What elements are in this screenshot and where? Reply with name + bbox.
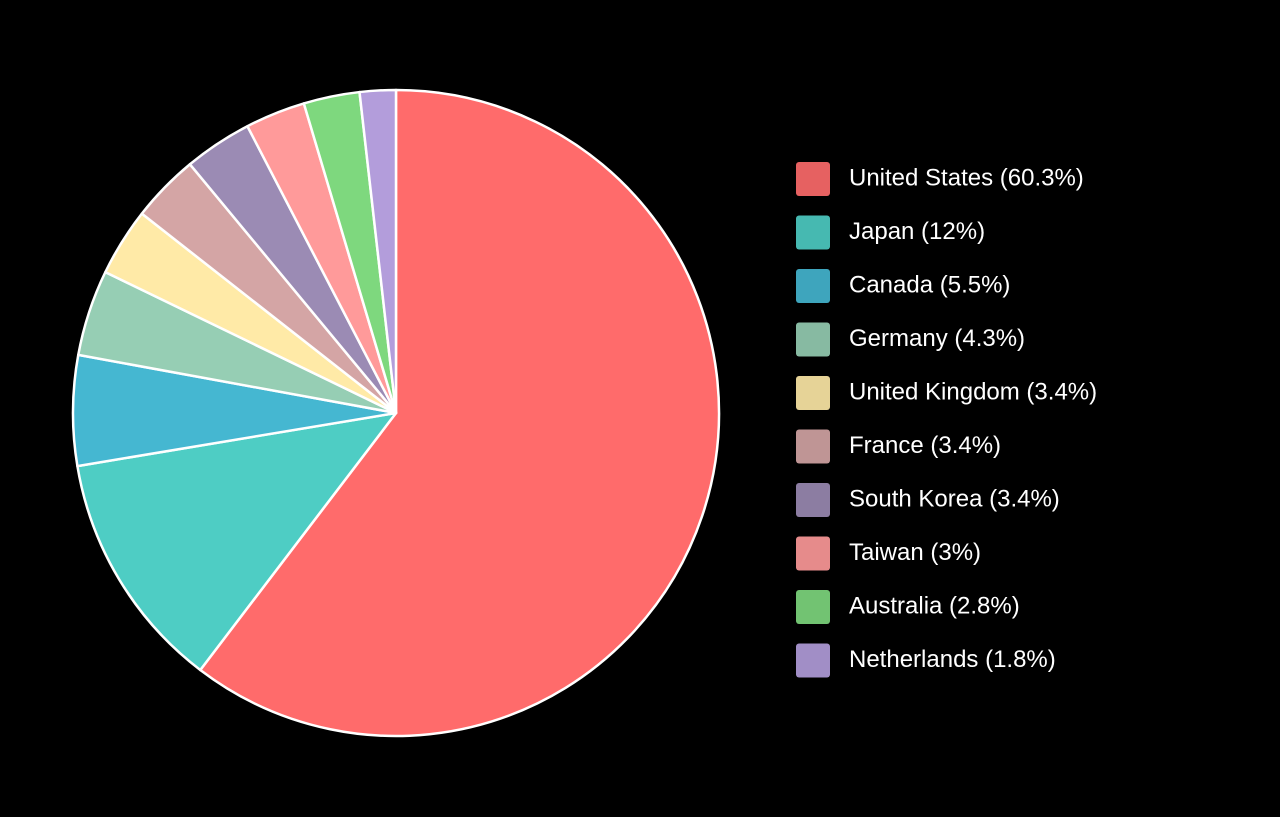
legend-label: Netherlands (1.8%) <box>849 646 1056 673</box>
legend-label: Germany (4.3%) <box>849 325 1025 352</box>
legend-swatch <box>796 429 830 464</box>
pie-slice <box>358 88 398 415</box>
legend-label: Australia (2.8%) <box>849 592 1020 619</box>
legend-label: France (3.4%) <box>849 432 1001 459</box>
legend-swatch <box>796 215 830 250</box>
legend-swatch <box>796 643 830 678</box>
legend-label: South Korea (3.4%) <box>849 485 1060 512</box>
pie-slice <box>76 411 398 672</box>
legend-swatch <box>796 162 830 196</box>
legend-label: United Kingdom (3.4%) <box>849 378 1097 405</box>
legend-swatch <box>796 322 830 357</box>
legend-swatch <box>796 483 830 517</box>
legend-label: Japan (12%) <box>849 218 985 245</box>
legend-label: Taiwan (3%) <box>849 539 981 566</box>
legend-swatch <box>796 536 830 571</box>
legend-label: United States (60.3%) <box>849 164 1084 191</box>
legend-swatch <box>796 590 830 624</box>
legend-swatch <box>796 269 830 303</box>
legend-label: Canada (5.5%) <box>849 271 1010 298</box>
pie-slice <box>199 88 721 738</box>
legend-swatch <box>796 376 830 410</box>
